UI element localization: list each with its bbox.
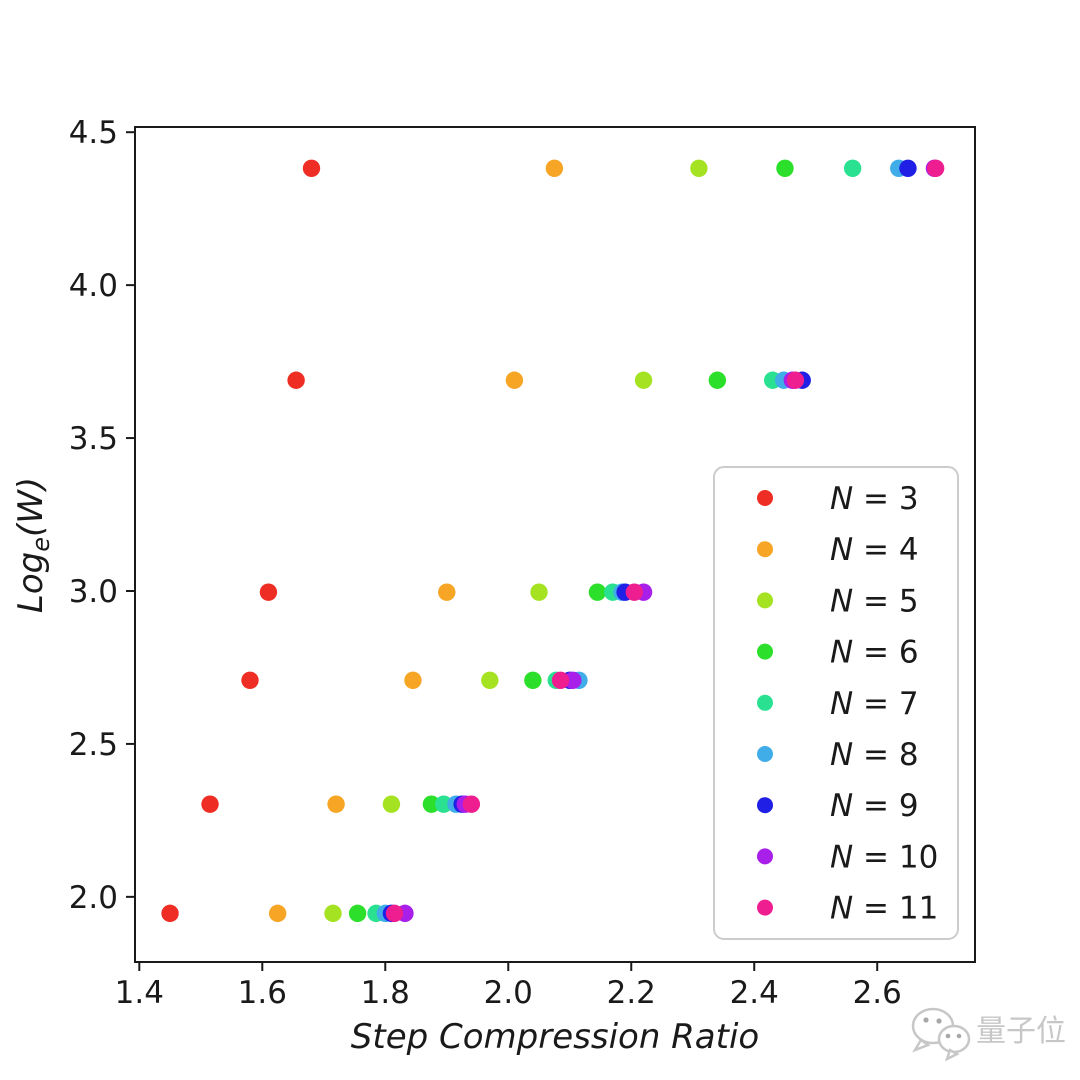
x-tick-label: 2.2 <box>607 975 656 1011</box>
data-point <box>776 159 794 177</box>
data-point <box>404 671 422 690</box>
legend-item: N = 11 <box>757 891 938 927</box>
data-point <box>625 583 644 601</box>
data-point <box>551 671 570 690</box>
data-point <box>786 371 805 389</box>
data-point <box>268 904 287 923</box>
legend-item: N = 8 <box>757 737 919 773</box>
legend-label: N = 4 <box>830 532 919 568</box>
data-point <box>438 583 456 601</box>
data-point <box>634 371 653 389</box>
x-tick-label: 1.6 <box>238 975 287 1011</box>
series-N=4 <box>268 159 564 923</box>
legend-item: N = 9 <box>757 788 919 824</box>
y-tick-label: 4.0 <box>69 268 118 304</box>
y-tick-label: 3.5 <box>69 421 118 457</box>
data-point <box>926 159 945 177</box>
legend-item: N = 10 <box>757 839 938 875</box>
data-point <box>462 795 481 813</box>
x-tick-label: 2.6 <box>853 975 902 1011</box>
series-N=11 <box>385 159 945 923</box>
plot-border <box>134 126 976 963</box>
legend-marker <box>757 541 773 558</box>
legend: N = 3 N = 4 N = 5 N = 6 N = 7 N = 8 N = 9 N = 1… <box>713 466 959 940</box>
legend-marker <box>757 797 773 814</box>
legend-item: N = 4 <box>757 532 919 568</box>
x-axis-label: Step Compression Ratio <box>351 1017 759 1057</box>
data-point <box>348 904 367 923</box>
legend-label: N = 3 <box>830 481 919 517</box>
legend-marker <box>757 643 773 660</box>
y-axis: 2.0 2.5 3.0 3.5 4.0 4.5 <box>69 115 135 916</box>
data-point <box>324 904 342 923</box>
data-point <box>422 795 441 813</box>
legend-marker <box>757 746 773 762</box>
bubble-eye <box>945 1033 951 1039</box>
data-point <box>259 583 278 601</box>
data-point <box>545 159 564 177</box>
legend-label: N = 11 <box>830 891 938 927</box>
data-point <box>588 583 607 601</box>
bubble-eye <box>923 1017 929 1023</box>
watermark-text: 量子位 <box>976 1014 1066 1049</box>
legend-item: N = 7 <box>757 686 919 722</box>
data-points <box>161 159 945 923</box>
data-point <box>505 371 524 389</box>
legend-box <box>713 466 959 940</box>
series-N=6 <box>348 159 794 923</box>
x-tick-label: 1.8 <box>361 975 410 1011</box>
data-point <box>385 904 404 923</box>
x-tick-label: 2.4 <box>730 975 779 1011</box>
legend-marker <box>757 490 773 506</box>
legend-marker <box>757 899 773 916</box>
legend-item: N = 5 <box>757 583 919 619</box>
data-point <box>899 159 917 177</box>
y-tick-label: 2.5 <box>69 727 118 763</box>
y-axis-label: Loge(W) <box>11 477 55 613</box>
data-point <box>302 159 321 177</box>
legend-marker <box>757 694 773 711</box>
legend-label: N = 10 <box>830 839 938 875</box>
legend-marker <box>757 848 773 865</box>
data-point <box>690 159 708 177</box>
legend-label: N = 8 <box>830 737 919 773</box>
data-point <box>201 795 219 813</box>
data-point <box>287 371 305 389</box>
legend-label: N = 9 <box>830 788 919 824</box>
qbitai-watermark: 量子位 <box>911 1007 1066 1062</box>
x-tick-label: 1.4 <box>115 975 164 1011</box>
legend-label: N = 6 <box>830 635 919 671</box>
x-axis: 1.4 1.6 1.8 2.0 2.2 2.4 2.6 <box>115 962 902 1011</box>
x-tick-label: 2.0 <box>484 975 533 1011</box>
legend-label: N = 7 <box>830 686 919 722</box>
y-tick-label: 2.0 <box>69 880 118 916</box>
data-point <box>481 671 499 690</box>
chat-bubble-small-tail <box>944 1048 960 1062</box>
data-point <box>382 795 401 813</box>
bubble-eye <box>936 1018 942 1024</box>
data-point <box>241 671 259 690</box>
legend-item: N = 6 <box>757 635 919 671</box>
data-point <box>843 159 862 177</box>
series-N=5 <box>324 159 708 923</box>
legend-label: N = 5 <box>830 583 919 619</box>
y-tick-label: 3.0 <box>69 574 118 610</box>
legend-marker <box>757 592 773 609</box>
data-point <box>708 371 727 389</box>
chat-bubble-small <box>937 1024 971 1054</box>
data-point <box>524 671 542 690</box>
y-tick-label: 4.5 <box>69 115 118 151</box>
data-point <box>161 904 179 923</box>
data-point <box>564 671 582 690</box>
chat-bubble-large-tail <box>912 1038 931 1053</box>
data-point <box>530 583 548 601</box>
series-N=3 <box>161 159 321 923</box>
legend-item: N = 3 <box>757 481 919 517</box>
bubble-eye <box>956 1033 962 1039</box>
wechat-chat-bubbles-icon <box>911 1007 971 1062</box>
data-point <box>327 795 345 813</box>
data-point <box>434 795 453 813</box>
